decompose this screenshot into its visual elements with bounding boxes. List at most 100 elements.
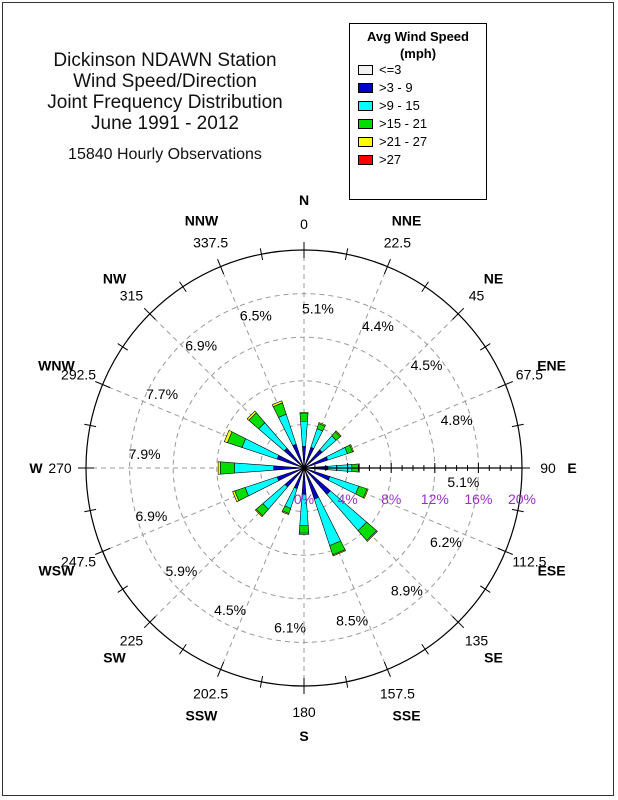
ring-label: 0%	[294, 491, 314, 507]
outer-tick	[179, 643, 187, 655]
legend-item: >15 - 21	[350, 116, 486, 134]
legend-swatch	[358, 155, 373, 165]
wind-bar-segment	[219, 461, 235, 475]
legend-item-label: >15 - 21	[379, 116, 428, 131]
wind-bar-segment	[271, 400, 283, 408]
compass-direction-label: SE	[484, 650, 503, 666]
degree-label: 315	[120, 287, 144, 303]
wind-bar-segment	[298, 525, 310, 534]
wind-bar-segment	[319, 435, 337, 453]
ring-label: 4%	[337, 491, 357, 507]
wind-bar-segment	[299, 413, 309, 422]
compass-direction-label: SW	[103, 650, 126, 666]
direction-percent-label: 6.9%	[135, 508, 167, 524]
legend-item: >21 - 27	[350, 134, 486, 152]
legend-swatch	[358, 65, 373, 75]
compass-direction-label: N	[299, 192, 309, 208]
compass-direction-label: S	[299, 728, 308, 744]
direction-percent-label: 4.5%	[411, 357, 443, 373]
wind-bar-segment	[300, 420, 308, 447]
outer-tick	[143, 307, 156, 320]
outer-tick	[344, 675, 349, 688]
wind-bar-segment	[318, 422, 326, 427]
direction-percent-label: 4.4%	[362, 318, 394, 334]
wind-bar-segment	[326, 447, 348, 461]
direction-percent-label: 5.1%	[447, 474, 479, 490]
legend-swatch	[358, 83, 373, 93]
degree-label: 225	[120, 633, 144, 649]
wind-bar-segment	[332, 549, 347, 557]
degree-label: 45	[469, 287, 485, 303]
direction-percent-label: 6.5%	[240, 307, 272, 323]
direction-percent-label: 7.9%	[129, 446, 161, 462]
direction-percent-label: 5.9%	[165, 563, 197, 579]
legend: Avg Wind Speed (mph) <=3 >3 - 9 >9 - 15 …	[349, 23, 487, 200]
legend-title-line-2: (mph)	[399, 46, 437, 61]
outer-tick	[117, 343, 129, 351]
degree-label: 22.5	[384, 235, 411, 251]
compass-direction-label: SSW	[185, 708, 218, 724]
chart-title-block: Dickinson NDAWN Station Wind Speed/Direc…	[20, 50, 310, 164]
legend-item-label: >9 - 15	[379, 98, 420, 113]
degree-label: 157.5	[380, 685, 415, 701]
direction-percent-label: 7.7%	[146, 386, 178, 402]
legend-item: >27	[350, 152, 486, 170]
legend-swatch	[358, 137, 373, 147]
legend-title: Avg Wind Speed (mph)	[350, 28, 486, 62]
outer-tick	[84, 508, 97, 513]
title-line-4: June 1991 - 2012	[91, 113, 239, 134]
direction-percent-label: 6.9%	[185, 337, 217, 353]
compass-direction-label: ENE	[537, 357, 566, 373]
outer-tick	[383, 661, 391, 677]
title-line-1: Dickinson NDAWN Station	[53, 50, 277, 71]
compass-direction-label: NNE	[392, 212, 422, 228]
outer-tick	[421, 281, 429, 293]
wind-bar-segment	[254, 508, 264, 518]
polar-axes	[78, 242, 530, 694]
outer-tick	[479, 585, 491, 593]
legend-title-line-1: Avg Wind Speed	[367, 29, 469, 44]
direction-percent-label: 8.9%	[391, 583, 423, 599]
wind-bars	[217, 400, 378, 557]
outer-tick	[479, 343, 491, 351]
wind-bar-segment	[299, 412, 309, 414]
legend-item-label: >21 - 27	[379, 134, 428, 149]
compass-direction-label: WNW	[38, 357, 75, 373]
observations-count: 15840 Hourly Observations	[68, 146, 262, 163]
wind-bar-segment	[258, 422, 288, 452]
degree-label: 67.5	[516, 367, 543, 383]
outer-tick	[95, 381, 111, 389]
outer-tick	[452, 616, 465, 629]
wind-bar-segment	[217, 461, 221, 475]
outer-tick	[259, 675, 264, 688]
compass-direction-label: NE	[484, 270, 503, 286]
compass-direction-label: NW	[103, 270, 127, 286]
degree-label: 0	[300, 216, 308, 232]
outer-tick	[179, 281, 187, 293]
ring-label: 20%	[508, 491, 536, 507]
legend-item-label: >27	[379, 152, 402, 167]
outer-tick	[84, 423, 97, 428]
compass-direction-label: NNW	[185, 212, 219, 228]
legend-item: <=3	[350, 62, 486, 80]
degree-label: 292.5	[61, 367, 96, 383]
outer-tick	[511, 508, 524, 513]
outer-tick	[217, 661, 225, 677]
wind-bar-segment	[278, 413, 297, 446]
degree-label: 112.5	[512, 553, 546, 569]
direction-percent-label: 4.5%	[214, 602, 246, 618]
legend-swatch	[358, 119, 373, 129]
outer-tick	[452, 307, 465, 320]
title-line-2: Wind Speed/Direction	[73, 71, 257, 92]
direction-percent-label: 8.5%	[336, 613, 368, 629]
legend-item-label: >3 - 9	[379, 80, 413, 95]
legend-swatch	[358, 101, 373, 111]
outer-tick	[421, 643, 429, 655]
compass-direction-label: ESE	[538, 563, 566, 579]
wind-bar-segment	[349, 444, 355, 453]
direction-percent-label: 4.8%	[441, 412, 473, 428]
wind-bar-segment	[223, 429, 233, 444]
